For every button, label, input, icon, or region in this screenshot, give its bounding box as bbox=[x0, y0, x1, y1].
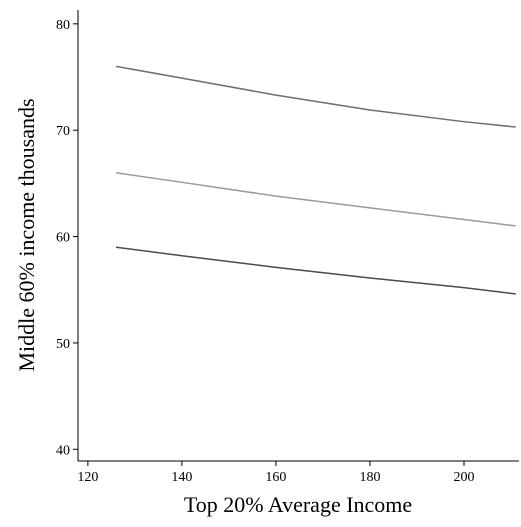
line bbox=[115, 65, 516, 128]
y-axis-title: Middle 60% income thousands bbox=[14, 98, 39, 371]
y-tick-label: 50 bbox=[56, 337, 70, 352]
x-tick-label: 180 bbox=[359, 470, 380, 485]
x-tick-label: 140 bbox=[171, 470, 192, 485]
x-axis-title: Top 20% Average Income bbox=[184, 492, 412, 517]
x-tick-label: 200 bbox=[453, 470, 474, 485]
line bbox=[115, 246, 516, 295]
x-tick-label: 160 bbox=[265, 470, 286, 485]
line bbox=[115, 172, 516, 227]
y-tick-label: 70 bbox=[56, 124, 70, 139]
y-tick-label: 60 bbox=[56, 231, 70, 246]
y-tick-label: 80 bbox=[56, 18, 70, 33]
x-tick-label: 120 bbox=[77, 470, 98, 485]
y-tick-label: 40 bbox=[56, 443, 70, 458]
